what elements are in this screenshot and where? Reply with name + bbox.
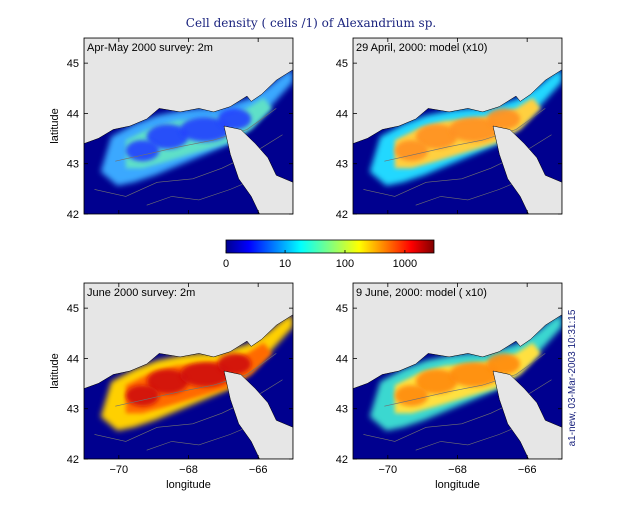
depth-contour: [415, 178, 525, 206]
panel-title: June 2000 survey: 2m: [87, 287, 195, 299]
density-hotspot: [486, 108, 521, 130]
density-hotspot: [449, 362, 500, 387]
density-hotspot: [180, 362, 231, 387]
density-hotspot: [217, 353, 252, 375]
depth-contour: [115, 108, 277, 162]
density-hotspot: [146, 369, 189, 394]
x-tick-label: −68: [448, 464, 467, 476]
land-mass-nova-scotia: [223, 125, 293, 214]
y-tick-label: 44: [67, 108, 79, 120]
y-tick-label: 44: [67, 353, 79, 365]
land-mass: [84, 283, 293, 389]
land-mass-nova-scotia: [223, 370, 293, 459]
density-hotspot: [394, 140, 429, 162]
y-tick-label: 42: [67, 454, 79, 466]
land-mass: [353, 38, 562, 144]
x-axis-label: longitude: [435, 479, 480, 491]
density-hotspot: [449, 117, 500, 142]
x-tick-label: −66: [249, 464, 268, 476]
colorbar: 0 10 100 1000: [223, 239, 435, 270]
land-mass: [84, 38, 293, 144]
map-panel-4: 9 June, 2000: model ( x10) 42 43 44 45 −70 −68…: [336, 282, 563, 491]
colorbar-gradient: [225, 239, 435, 254]
density-hotspot: [217, 108, 252, 130]
density-hotspot: [125, 385, 160, 407]
x-tick-label: −68: [179, 464, 198, 476]
depth-contour: [146, 423, 256, 451]
timestamp-label: a1-new, 03-Mar-2003 10:31:15: [567, 309, 578, 446]
x-tick-label: −70: [109, 464, 128, 476]
depth-contour: [415, 423, 525, 451]
x-axis-label: longitude: [166, 479, 211, 491]
land-mass-nova-scotia: [492, 125, 562, 214]
y-tick-label: 42: [336, 209, 348, 221]
y-tick-label: 42: [67, 209, 79, 221]
y-tick-label: 43: [67, 159, 79, 171]
colorbar-tick-label: 10: [279, 258, 291, 270]
y-tick-label: 43: [336, 404, 348, 416]
density-hotspot: [415, 124, 458, 149]
depth-contour: [146, 178, 256, 206]
y-tick-label: 43: [336, 159, 348, 171]
map-panel-1: Apr-May 2000 survey: 2m 42 43 44 45 latitude: [49, 37, 294, 221]
land-mass: [353, 283, 562, 389]
x-tick-label: −70: [378, 464, 397, 476]
y-tick-label: 45: [67, 58, 79, 70]
panel-title: Apr-May 2000 survey: 2m: [87, 42, 213, 54]
map-panel-2: 29 April, 2000: model (x10) 42 43 44 45: [336, 37, 563, 221]
figure-title: Cell density ( cells /1) of Alexandrium …: [186, 16, 436, 30]
density-hotspot: [146, 124, 189, 149]
y-tick-label: 42: [336, 454, 348, 466]
density-hotspot: [180, 117, 231, 142]
panel-title: 29 April, 2000: model (x10): [356, 42, 487, 54]
colorbar-tick-label: 1000: [393, 258, 417, 270]
density-hotspot: [394, 385, 429, 407]
depth-contour: [384, 353, 546, 407]
colorbar-tick-label: 100: [336, 258, 354, 270]
map-panel-3: June 2000 survey: 2m 42 43 44 45 −70 −68 −66 lat…: [49, 282, 294, 491]
colorbar-tick-label: 0: [223, 258, 229, 270]
y-axis-label: latitude: [49, 353, 61, 388]
density-hotspot: [125, 140, 160, 162]
y-tick-label: 43: [67, 404, 79, 416]
y-axis-label: latitude: [49, 108, 61, 143]
y-tick-label: 44: [336, 108, 348, 120]
depth-contour: [384, 108, 546, 162]
depth-contour: [115, 353, 277, 407]
y-tick-label: 45: [336, 303, 348, 315]
y-tick-label: 44: [336, 353, 348, 365]
land-mass-nova-scotia: [492, 370, 562, 459]
y-tick-label: 45: [336, 58, 348, 70]
panel-title: 9 June, 2000: model ( x10): [356, 287, 487, 299]
density-hotspot: [486, 353, 521, 375]
x-tick-label: −66: [518, 464, 537, 476]
y-tick-label: 45: [67, 303, 79, 315]
density-hotspot: [415, 369, 458, 394]
